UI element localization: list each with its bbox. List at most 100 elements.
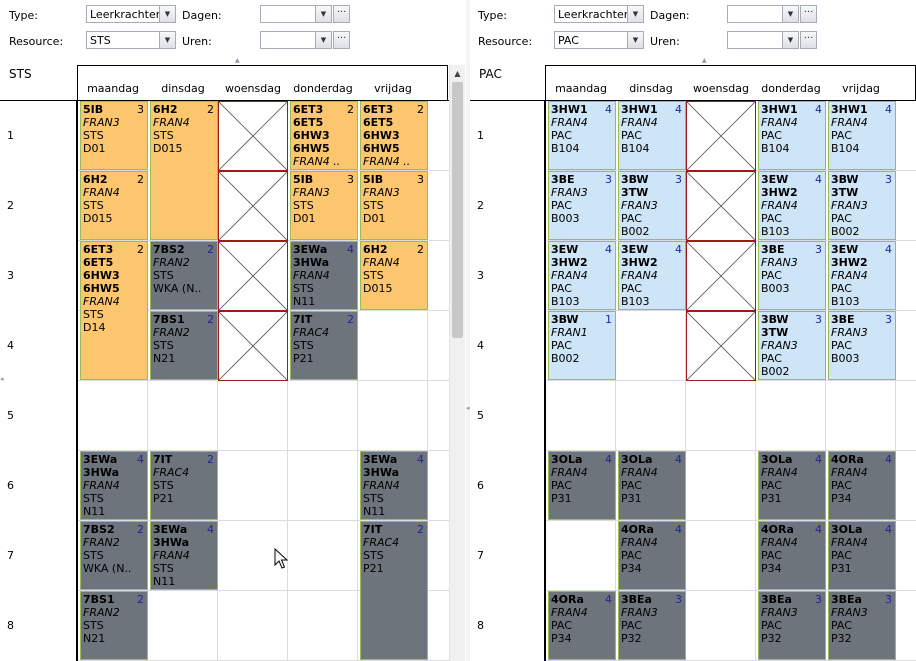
lesson-card[interactable]: 3BEa 3 FRAN3 PAC P32 [828,591,896,660]
day-header-row: maandag dinsdag woensdag donderdag vrijdag [77,65,448,100]
lesson-card[interactable]: 7IT 2 FRAC4 STS P21 [290,311,358,380]
lesson-card[interactable]: 3EW 4 3HW2 FRAN4 PAC B103 [758,171,826,240]
blocked-slot[interactable] [218,171,288,241]
lesson-class: 7BS1 [153,313,185,326]
timetable-grid[interactable]: 3HW1 4 FRAN4 PAC B104 3HW1 4 FRAN4 PAC B104 3HW1 4 F… [545,100,916,661]
uren-select[interactable]: ▼ [260,31,332,49]
lesson-detail: P34 [831,492,852,505]
chevron-down-icon[interactable]: ▼ [782,6,798,22]
lesson-card[interactable]: 3HW1 4 FRAN4 PAC B104 [758,101,826,170]
scrollbar-thumb[interactable] [452,82,463,338]
lesson-card[interactable]: 7BS1 2 FRAN2 STS N21 [150,311,218,380]
type-select-value: Leerkrachten [558,8,631,21]
lesson-card[interactable]: 4ORa 4 FRAN4 PAC P34 [828,451,896,520]
lesson-card[interactable]: 3BEa 3 FRAN3 PAC P32 [618,591,686,660]
lesson-card[interactable]: 3EWa 4 3HWa FRAN4 STS N11 [150,521,218,590]
blocked-slot[interactable] [686,311,756,381]
left-edge-grip[interactable]: ◂ [0,375,4,383]
lesson-card[interactable]: 3EWa 4 3HWa FRAN4 STS N11 [80,451,148,520]
lesson-card[interactable]: 7BS2 2 FRAN2 STS WKA (N.. [80,521,148,590]
lesson-card[interactable]: 3BW 3 3TW FRAN3 PAC B002 [828,171,896,240]
chevron-down-icon[interactable]: ▼ [315,32,331,48]
lesson-card[interactable]: 7BS1 2 FRAN2 STS N21 [80,591,148,660]
uren-ellipsis-button[interactable]: ··· [333,31,350,49]
vertical-scrollbar[interactable]: ▲ [449,65,465,661]
chevron-down-icon[interactable]: ▼ [627,32,643,48]
dagen-ellipsis-button[interactable]: ··· [800,5,817,23]
lesson-card[interactable]: 3HW1 4 FRAN4 PAC B104 [618,101,686,170]
lesson-subject: FRAN4 [621,466,658,479]
collapse-up-icon[interactable]: ▲ [702,57,707,64]
lesson-card[interactable]: 3EW 4 3HW2 FRAN4 PAC B103 [618,241,686,310]
lesson-card[interactable]: 6H2 2 FRAN4 STS D015 [150,101,218,240]
collapse-up-icon[interactable]: ▲ [235,57,240,64]
lesson-card[interactable]: 6H2 2 FRAN4 STS D015 [80,171,148,240]
lesson-subject: FRAN4 [153,549,190,562]
uren-select[interactable]: ▼ [727,31,799,49]
pane-splitter[interactable]: ◂ [466,0,470,661]
lesson-card[interactable]: 3BE 3 FRAN3 PAC B003 [548,171,616,240]
resource-select[interactable]: STS ▼ [86,31,176,49]
lesson-card[interactable]: 5IB 3 FRAN3 STS D01 [290,171,358,240]
lesson-card[interactable]: 6H2 2 FRAN4 STS D015 [360,241,428,310]
lesson-card[interactable]: 6ET3 2 6ET5 6HW3 6HW5 FRAN4 .. [360,101,428,170]
lesson-card[interactable]: 6ET3 2 6ET5 6HW3 6HW5 FRAN4 .. [290,101,358,170]
lesson-card[interactable]: 3OLa 4 FRAN4 PAC P31 [828,521,896,590]
lesson-card[interactable]: 5IB 3 FRAN3 STS D01 [360,171,428,240]
lesson-card[interactable]: 7IT 2 FRAC4 STS P21 [150,451,218,520]
lesson-card[interactable]: 3BE 3 FRAN3 PAC B003 [828,311,896,380]
cross-icon [687,172,755,240]
lesson-card[interactable]: 7BS2 2 FRAN2 STS WKA (N.. [150,241,218,310]
blocked-slot[interactable] [218,311,288,381]
blocked-slot[interactable] [218,101,288,171]
lesson-card[interactable]: 7IT 2 FRAC4 STS P21 [360,521,428,660]
blocked-slot[interactable] [218,241,288,311]
lesson-detail: STS [83,619,104,632]
chevron-down-icon[interactable]: ▼ [782,32,798,48]
lesson-card[interactable]: 3BW 3 3TW FRAN3 PAC B002 [758,311,826,380]
blocked-slot[interactable] [686,241,756,311]
lesson-card[interactable]: 3EWa 4 3HWa FRAN4 STS N11 [360,451,428,520]
type-select[interactable]: Leerkrachten ▼ [554,5,644,23]
lesson-hour-count: 2 [347,103,354,116]
lesson-card[interactable]: 3BW 1 FRAN1 PAC B002 [548,311,616,380]
splitter-grip-icon[interactable]: ◂ [466,404,470,412]
lesson-detail: 6HW3 [83,269,120,282]
lesson-card[interactable]: 3OLa 4 FRAN4 PAC P31 [758,451,826,520]
timetable-grid[interactable]: 5IB 3 FRAN3 STS D01 6H2 2 FRAN4 STS D015 6ET3 2 6ET5… [77,100,449,661]
lesson-detail: P32 [621,632,642,645]
lesson-card[interactable]: 3HW1 4 FRAN4 PAC B104 [548,101,616,170]
lesson-detail: B003 [761,282,790,295]
chevron-down-icon[interactable]: ▼ [159,6,175,22]
lesson-card[interactable]: 3BEa 3 FRAN3 PAC P32 [758,591,826,660]
grid-column-line [287,101,288,661]
lesson-card[interactable]: 3EW 4 3HW2 FRAN4 PAC B103 [828,241,896,310]
lesson-hour-count: 3 [885,173,892,186]
chevron-down-icon[interactable]: ▼ [315,6,331,22]
blocked-slot[interactable] [686,171,756,241]
lesson-card[interactable]: 4ORa 4 FRAN4 PAC P34 [618,521,686,590]
dagen-ellipsis-button[interactable]: ··· [333,5,350,23]
type-select[interactable]: Leerkrachten ▼ [86,5,176,23]
lesson-card[interactable]: 4ORa 4 FRAN4 PAC P34 [758,521,826,590]
lesson-card[interactable]: 3EW 4 3HW2 FRAN4 PAC B103 [548,241,616,310]
chevron-down-icon[interactable]: ▼ [627,6,643,22]
lesson-card[interactable]: 5IB 3 FRAN3 STS D01 [80,101,148,170]
lesson-card[interactable]: 3EWa 4 3HWa FRAN4 STS N11 [290,241,358,310]
arrow-up-icon[interactable]: ▲ [454,69,461,78]
chevron-down-icon[interactable]: ▼ [159,32,175,48]
dagen-select[interactable]: ▼ [260,5,332,23]
uren-ellipsis-button[interactable]: ··· [800,31,817,49]
lesson-card[interactable]: 3BE 3 FRAN3 PAC B003 [758,241,826,310]
lesson-card[interactable]: 3OLa 4 FRAN4 PAC P31 [618,451,686,520]
lesson-card[interactable]: 6ET3 2 6ET5 6HW3 6HW5 FRAN4 STS D14 [80,241,148,380]
lesson-detail: PAC [831,282,852,295]
period-number: 8 [7,619,14,632]
dagen-select[interactable]: ▼ [727,5,799,23]
lesson-card[interactable]: 3HW1 4 FRAN4 PAC B104 [828,101,896,170]
lesson-card[interactable]: 3OLa 4 FRAN4 PAC P31 [548,451,616,520]
blocked-slot[interactable] [686,101,756,171]
resource-select[interactable]: PAC ▼ [554,31,644,49]
lesson-card[interactable]: 3BW 3 3TW FRAN3 PAC B002 [618,171,686,240]
lesson-card[interactable]: 4ORa 4 FRAN4 PAC P34 [548,591,616,660]
